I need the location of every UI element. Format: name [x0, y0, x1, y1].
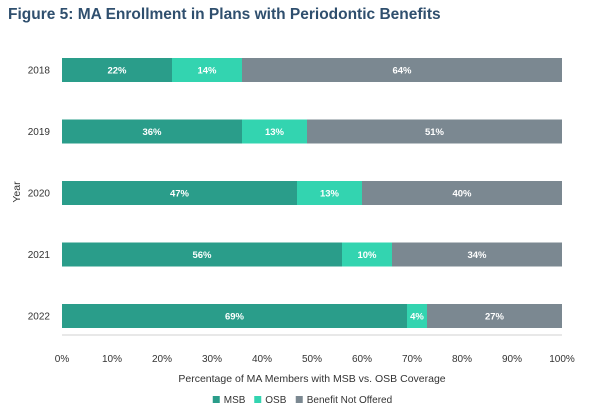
data-label: 13%: [320, 189, 340, 200]
y-tick-label: 2021: [28, 250, 51, 261]
bar-segment-2021-osb: [342, 242, 392, 267]
legend-label: OSB: [265, 395, 286, 406]
bar-segment-2018-benefit-not-offered: [242, 58, 562, 82]
bar-segment-2020-benefit-not-offered: [362, 181, 562, 205]
data-label: 40%: [452, 189, 472, 200]
data-label: 64%: [392, 66, 412, 77]
x-tick-label: 70%: [402, 354, 422, 365]
bar-segment-2018-msb: [62, 58, 172, 82]
data-label: 4%: [410, 312, 424, 323]
data-label: 47%: [170, 189, 190, 200]
chart-title: Figure 5: MA Enrollment in Plans with Pe…: [8, 6, 441, 23]
bar-segment-2019-msb: [62, 119, 242, 144]
bar-segment-2019-osb: [242, 119, 307, 144]
data-label: 10%: [357, 250, 377, 261]
data-label: 51%: [425, 127, 445, 138]
bar-segment-2021-benefit-not-offered: [392, 242, 562, 267]
bar-segment-2020-msb: [62, 181, 297, 205]
legend-label: MSB: [224, 395, 246, 406]
x-tick-label: 10%: [102, 354, 122, 365]
data-label: 27%: [485, 312, 505, 323]
legend-label: Benefit Not Offered: [307, 395, 392, 406]
y-axis-title: Year: [11, 181, 23, 203]
x-tick-label: 90%: [502, 354, 522, 365]
data-label: 13%: [265, 127, 285, 138]
data-label: 14%: [197, 66, 217, 77]
data-label: 69%: [225, 312, 245, 323]
y-tick-label: 2022: [28, 312, 51, 323]
legend-swatch-benefit-not-offered: [295, 396, 303, 403]
bar-segment-2018-osb: [172, 58, 242, 82]
data-label: 56%: [192, 250, 212, 261]
data-label: 36%: [142, 127, 162, 138]
bar-segment-2022-osb: [407, 304, 427, 328]
x-tick-label: 50%: [302, 354, 322, 365]
data-label: 22%: [107, 66, 127, 77]
bar-segment-2019-benefit-not-offered: [307, 119, 562, 144]
legend-swatch-msb: [212, 396, 220, 403]
x-tick-label: 30%: [202, 354, 222, 365]
y-tick-label: 2019: [28, 127, 51, 138]
legend-swatch-osb: [254, 396, 262, 403]
x-tick-label: 20%: [152, 354, 172, 365]
x-tick-label: 0%: [55, 354, 70, 365]
bar-segment-2021-msb: [62, 242, 342, 267]
y-tick-label: 2020: [28, 189, 51, 200]
x-axis-title: Percentage of MA Members with MSB vs. OS…: [178, 373, 445, 385]
x-tick-label: 80%: [452, 354, 472, 365]
x-tick-label: 60%: [352, 354, 372, 365]
bar-segment-2022-msb: [62, 304, 407, 328]
bar-segment-2022-benefit-not-offered: [427, 304, 562, 328]
x-tick-label: 100%: [549, 354, 575, 365]
data-label: 34%: [467, 250, 487, 261]
x-tick-label: 40%: [252, 354, 272, 365]
bar-segment-2020-osb: [297, 181, 362, 205]
y-tick-label: 2018: [28, 66, 51, 77]
